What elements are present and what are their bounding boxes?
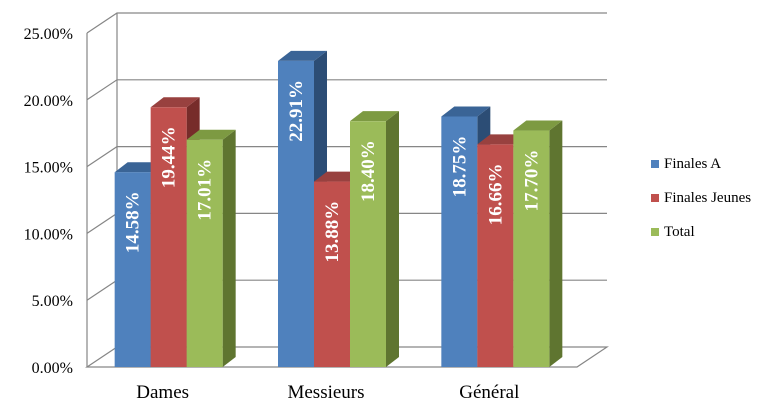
bar-top <box>350 111 399 122</box>
legend-swatch <box>651 194 659 202</box>
bar <box>278 60 314 368</box>
legend-label: Total <box>664 224 695 240</box>
legend-label: Finales Jeunes <box>664 190 751 206</box>
bar <box>513 130 550 367</box>
data-label: 18.75% <box>449 136 470 198</box>
y-tick-label: 0.00% <box>32 360 73 377</box>
bar <box>314 181 350 367</box>
legend-label: Finales A <box>664 156 721 172</box>
x-tick-label: Messieurs <box>287 382 364 403</box>
y-tick-label: 5.00% <box>32 293 73 310</box>
y-tick-label: 20.00% <box>24 93 73 110</box>
data-label: 13.88% <box>322 201 343 263</box>
data-label: 14.58% <box>123 191 144 253</box>
bar <box>477 144 514 367</box>
y-tick-label: 15.00% <box>24 160 73 177</box>
data-label: 18.40% <box>358 140 379 202</box>
bar <box>150 107 187 367</box>
legend-swatch <box>651 160 659 168</box>
gridline <box>86 79 607 101</box>
bar-top <box>513 120 563 131</box>
floor <box>85 346 609 368</box>
bar <box>441 116 478 367</box>
bar <box>114 172 151 367</box>
bar <box>350 121 386 368</box>
bar-side <box>549 120 563 367</box>
y-tick-label: 25.00% <box>24 26 73 43</box>
data-label: 17.70% <box>521 150 542 212</box>
data-label: 19.44% <box>159 126 180 188</box>
y-tick-label: 10.00% <box>24 226 73 243</box>
data-label: 16.66% <box>485 164 506 226</box>
x-tick-label: Général <box>459 382 519 403</box>
bar-top <box>441 106 491 117</box>
gridline <box>86 12 607 34</box>
bar-top <box>150 97 200 108</box>
bar-top <box>186 129 236 140</box>
data-label: 22.91% <box>286 80 307 142</box>
legend-swatch <box>651 228 659 236</box>
bar-top <box>278 50 327 61</box>
bar-side <box>222 129 236 367</box>
x-tick-label: Dames <box>136 382 189 403</box>
bar-side <box>386 111 399 368</box>
bar <box>186 139 223 367</box>
data-label: 17.01% <box>195 159 216 221</box>
